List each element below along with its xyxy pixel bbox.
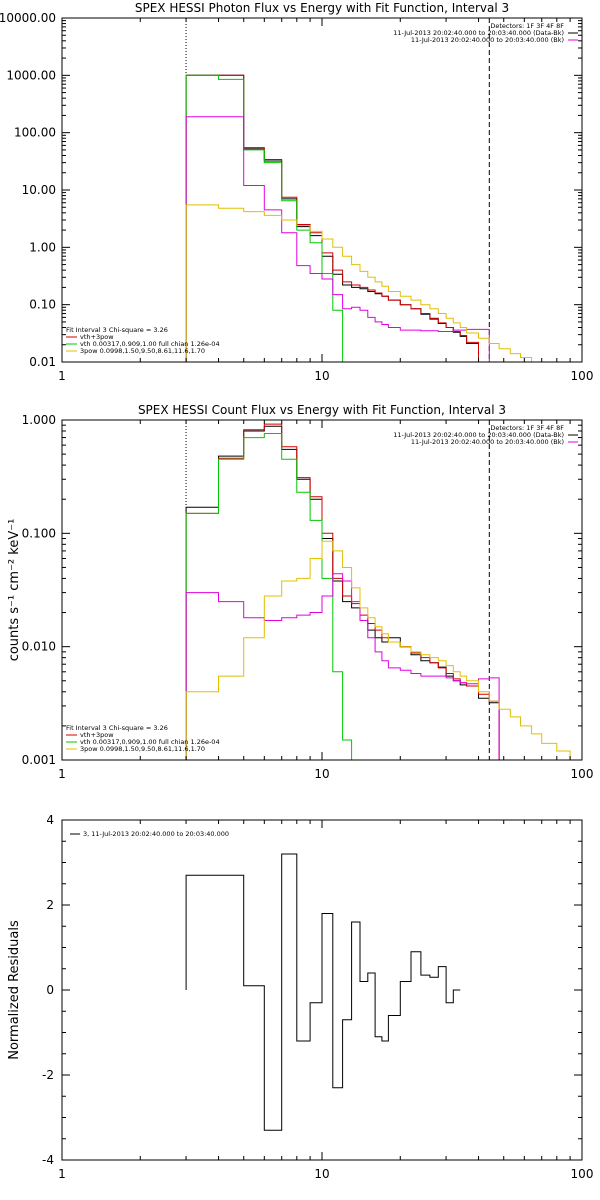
legend-entry: Detectors: 1F 3F 4F 8F: [490, 22, 564, 30]
y-axis-label: counts s⁻¹ cm⁻² keV⁻¹: [7, 519, 22, 662]
x-tick-label: 100: [571, 767, 594, 781]
series-group: [185, 423, 571, 760]
legend-entry: 3pow 0.0998,1.50,9.50,8.61,11.6,1.70: [80, 745, 205, 753]
legend-entry: 11-Jul-2013 20:02:40.000 to 20:03:40.000…: [411, 36, 564, 44]
series-line: [185, 423, 500, 760]
y-tick-label: 10000.00: [0, 11, 56, 25]
y-tick-label: 0.001: [22, 753, 56, 767]
y-tick-label: 100.00: [14, 126, 56, 140]
x-tick-label: 100: [571, 369, 594, 383]
y-tick-label: 4: [46, 813, 54, 827]
series-line: [185, 540, 571, 760]
series-line: [185, 433, 353, 760]
legend-entry: 11-Jul-2013 20:02:40.000 to 20:03:40.000…: [411, 438, 564, 446]
x-tick-label: 1: [58, 1167, 66, 1181]
residuals-chart: Normalized Residuals 1 10 100 -4 -2 0 2 4 3, 11-J…: [7, 813, 593, 1181]
x-tick-label: 1: [58, 369, 66, 383]
y-tick-label: 1.00: [29, 240, 56, 254]
y-axis-label: Normalized Residuals: [7, 920, 22, 1060]
x-tick-label: 1: [58, 767, 66, 781]
legend-entry: Fit Interval 3 Chi-square = 3.26: [66, 326, 168, 334]
legend-entry: vth 0.00317,0.909,1.00 full chian 1.26e-…: [80, 340, 220, 348]
series-group: [185, 74, 542, 362]
x-tick-label: 10: [314, 1167, 329, 1181]
chart-title: SPEX HESSI Count Flux vs Energy with Fit…: [138, 403, 506, 417]
series-line: [185, 74, 352, 362]
chart-title: SPEX HESSI Photon Flux vs Energy with Fi…: [135, 1, 509, 15]
x-tick-label: 10: [314, 369, 329, 383]
series-line: [185, 853, 461, 1131]
plot-frame: [61, 17, 583, 363]
count-flux-chart: SPEX HESSI Count Flux vs Energy with Fit…: [7, 403, 593, 781]
legend-entry: 11-Jul-2013 20:02:40.000 to 20:03:40.000…: [393, 29, 564, 37]
x-tick-label: 100: [571, 1167, 594, 1181]
legend-entry: Detectors: 1F 3F 4F 8F: [490, 424, 564, 432]
y-tick-label: 0.010: [22, 640, 56, 654]
y-tick-label: 1.000: [22, 413, 56, 427]
legend-entry: vth+3pow: [80, 333, 114, 341]
y-tick-label: 1000.00: [6, 68, 56, 82]
series-line: [185, 116, 490, 362]
legend-entry: 11-Jul-2013 20:02:40.000 to 20:03:40.000…: [393, 431, 564, 439]
y-tick-label: -2: [42, 1068, 54, 1082]
y-tick-label: 0.01: [29, 355, 56, 369]
y-tick-label: 10.00: [22, 183, 56, 197]
y-tick-label: 0: [46, 983, 54, 997]
legend-entry: vth 0.00317,0.909,1.00 full chian 1.26e-…: [80, 738, 220, 746]
legend-entry: 3, 11-Jul-2013 20:02:40.000 to 20:03:40.…: [83, 830, 229, 838]
photon-flux-chart: SPEX HESSI Photon Flux vs Energy with Fi…: [0, 1, 593, 383]
series-line: [185, 74, 479, 362]
legend-entry: Fit Interval 3 Chi-square = 3.26: [66, 724, 168, 732]
series-group: [185, 853, 461, 1131]
y-tick-label: 0.100: [22, 526, 56, 540]
y-tick-label: 2: [46, 898, 54, 912]
y-tick-label: 0.10: [29, 298, 56, 312]
legend-entry: vth+3pow: [80, 731, 114, 739]
y-tick-label: -4: [42, 1153, 54, 1167]
legend-entry: 3pow 0.0998,1.50,9.50,8.61,11.6,1.70: [80, 347, 205, 355]
x-tick-label: 10: [314, 767, 329, 781]
series-line: [185, 74, 479, 362]
series-line: [185, 573, 500, 760]
series-line: [185, 204, 542, 362]
